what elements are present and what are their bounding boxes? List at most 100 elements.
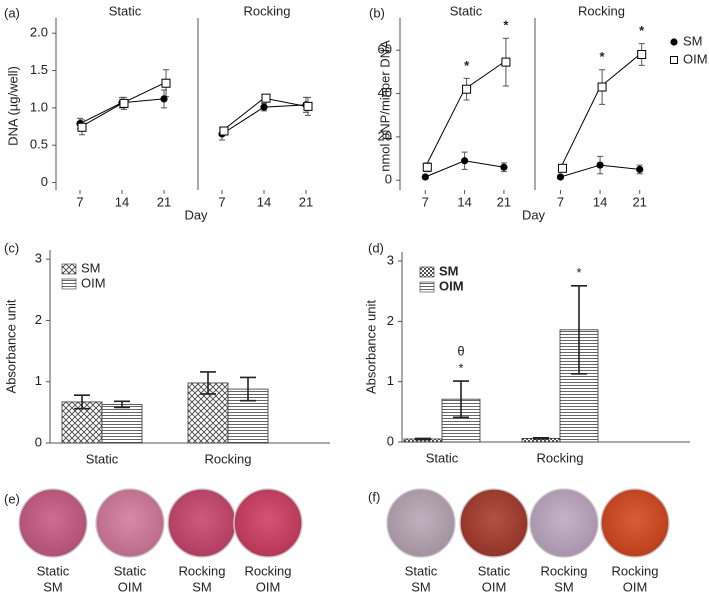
x-tick-label: Rocking (205, 451, 252, 466)
x-axis-label: Day (522, 207, 546, 222)
marker (500, 163, 508, 171)
y-tick-label: 0 (35, 434, 42, 449)
well-shade (460, 489, 528, 557)
marker (160, 95, 168, 103)
facet-title: Static (109, 3, 142, 18)
well-label: SM (192, 579, 212, 593)
marker (421, 173, 429, 181)
well-label: OIM (623, 579, 648, 593)
x-tick-label: Rocking (537, 450, 584, 465)
well-shade (530, 489, 598, 557)
legend-label: OIM (81, 275, 106, 290)
y-tick-label: 0 (387, 433, 394, 448)
panel-label: (e) (4, 491, 20, 506)
x-tick-label: 14 (457, 194, 471, 209)
well-label: Rocking (612, 563, 659, 578)
legend-swatch (419, 266, 435, 278)
y-tick-label: 0 (41, 174, 48, 189)
well-label: Static (114, 563, 147, 578)
y-tick-label: 40 (378, 85, 392, 100)
x-axis-label: Day (184, 207, 208, 222)
annotation: θ (457, 344, 464, 359)
x-tick-label: Static (86, 451, 119, 466)
y-tick-label: 2 (387, 313, 394, 328)
y-tick-label: 0.5 (30, 137, 48, 152)
well-shade (601, 489, 669, 557)
well-label: SM (554, 579, 574, 593)
legend-label: OIM (683, 51, 708, 66)
y-axis-label: nmol pNP/minper DNA (377, 40, 392, 172)
panel-label: (d) (368, 240, 384, 255)
annotation: * (639, 23, 645, 38)
legend-label: SM (439, 263, 459, 278)
well-label: Static (478, 563, 511, 578)
bar (101, 403, 143, 444)
well-label: Rocking (541, 563, 588, 578)
y-axis-label: Absorbance unit (363, 300, 378, 394)
legend-label: SM (81, 260, 101, 275)
y-tick-label: 1 (35, 373, 42, 388)
x-tick-label: 7 (76, 194, 83, 209)
x-tick-label: 7 (422, 194, 429, 209)
legend-swatch (61, 263, 77, 275)
marker (77, 122, 87, 132)
legend-label: OIM (439, 278, 464, 293)
marker (557, 163, 567, 173)
error-bar (571, 284, 587, 375)
annotation: * (503, 18, 509, 33)
panel-label: (b) (369, 5, 385, 20)
panel-label: (a) (4, 5, 20, 20)
x-tick-label: 21 (157, 194, 171, 209)
x-tick-label: 14 (257, 194, 271, 209)
y-tick-label: 1.5 (30, 62, 48, 77)
x-tick-label: 14 (115, 194, 129, 209)
legend-swatch (61, 278, 77, 290)
y-tick-label: 20 (378, 128, 392, 143)
y-tick-label: 1.0 (30, 99, 48, 114)
error-bar (415, 437, 431, 441)
marker (161, 78, 171, 88)
well-label: Static (37, 563, 70, 578)
x-tick-label: 21 (497, 194, 511, 209)
y-tick-label: 1 (387, 373, 394, 388)
x-tick-label: Static (426, 450, 459, 465)
well-label: Rocking (179, 563, 226, 578)
y-tick-label: 3 (387, 252, 394, 267)
well-label: Rocking (245, 563, 292, 578)
legend-marker (670, 38, 678, 46)
well-shade (387, 489, 455, 557)
panel-label: (c) (4, 240, 19, 255)
marker (422, 162, 432, 172)
marker (637, 50, 647, 60)
error-bar (240, 376, 256, 402)
y-tick-label: 2 (35, 312, 42, 327)
error-bar (200, 371, 216, 395)
y-tick-label: 2.0 (30, 25, 48, 40)
facet-title: Rocking (244, 3, 291, 18)
marker (260, 103, 268, 111)
well-label: OIM (256, 579, 281, 593)
annotation: * (576, 265, 581, 280)
well-label: OIM (118, 579, 143, 593)
y-tick-label: 0 (385, 172, 392, 187)
well-shade (96, 489, 164, 557)
x-tick-label: 7 (557, 194, 564, 209)
error-bar (74, 394, 90, 410)
marker (261, 93, 271, 103)
marker (636, 165, 644, 174)
facet-title: Rocking (578, 3, 625, 18)
error-bar (533, 436, 549, 440)
facet-title: Static (450, 3, 483, 18)
y-tick-label: 60 (378, 42, 392, 57)
annotation: * (458, 361, 463, 376)
x-tick-label: 21 (299, 194, 313, 209)
well-label: Static (405, 563, 438, 578)
well-label: SM (43, 579, 63, 593)
y-axis-label: DNA (µg/well) (5, 66, 20, 146)
marker (501, 57, 511, 67)
marker (462, 84, 472, 94)
well-shade (168, 489, 236, 557)
panel-label: (f) (368, 489, 380, 504)
